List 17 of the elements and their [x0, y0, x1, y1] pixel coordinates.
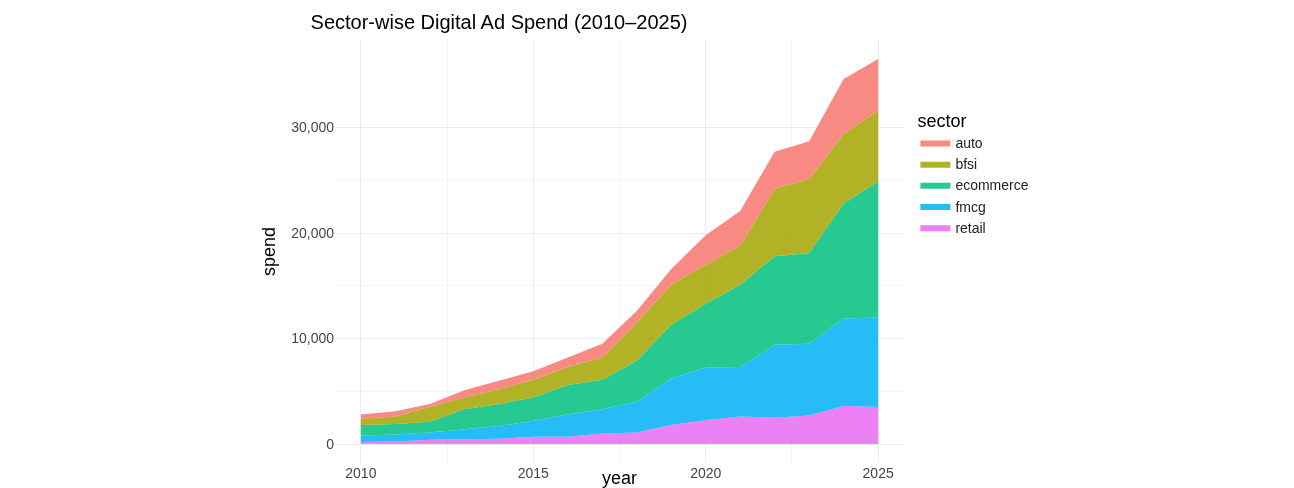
y-tick-label: 0: [326, 435, 335, 452]
legend-label: fmcg: [955, 198, 986, 215]
y-tick-label: 30,000: [291, 119, 335, 136]
x-tick-label: 2015: [517, 465, 550, 481]
legend-label: auto: [955, 134, 983, 151]
x-axis-title: year: [601, 468, 638, 488]
y-tick-label: 10,000: [291, 330, 335, 347]
chart-title: Sector-wise Digital Ad Spend (2010–2025): [310, 10, 688, 33]
legend-title: sector: [917, 110, 967, 131]
y-tick-label: 20,000: [291, 224, 335, 241]
x-tick-label: 2025: [862, 465, 894, 481]
x-tick-label: 2020: [690, 465, 722, 481]
x-tick-label: 2010: [345, 465, 377, 481]
legend-label: retail: [955, 219, 986, 236]
legend-label: ecommerce: [955, 177, 1029, 194]
y-axis-title: spend: [259, 226, 280, 277]
legend-label: bfsi: [955, 156, 978, 173]
